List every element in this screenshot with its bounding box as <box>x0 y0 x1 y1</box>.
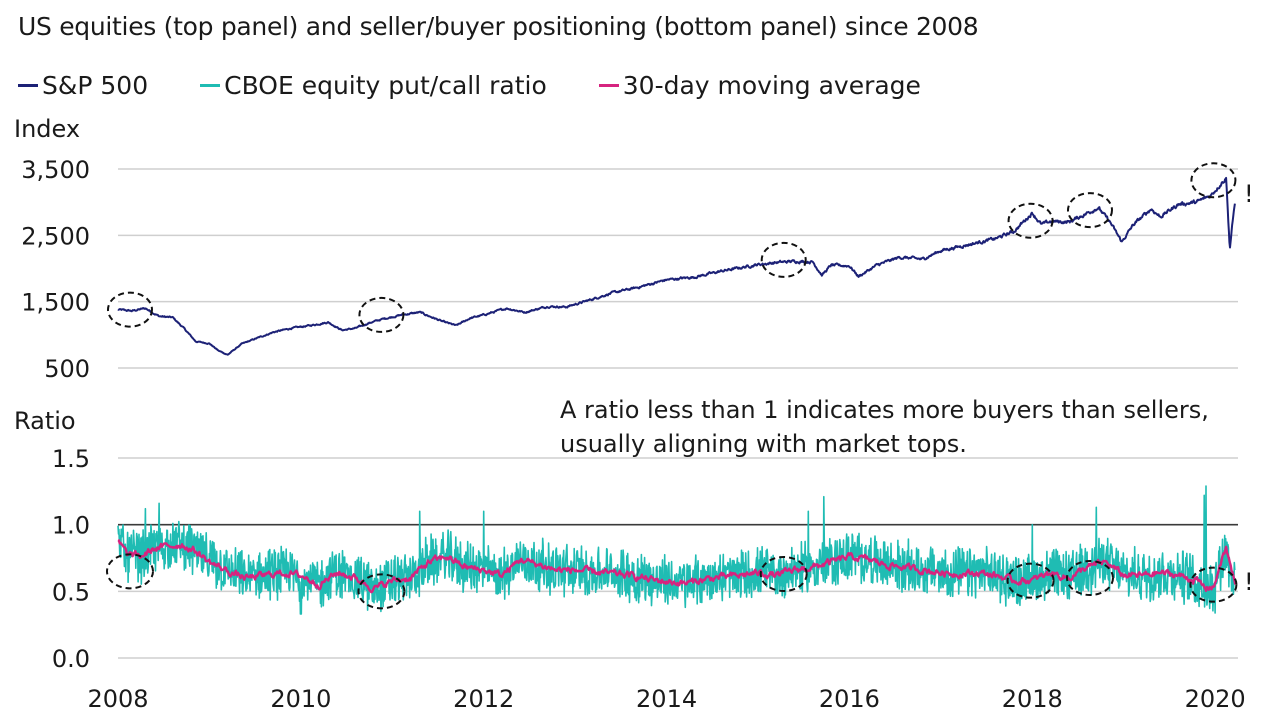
top-panel-gridlines <box>118 168 1238 369</box>
legend-label-putcall: CBOE equity put/call ratio <box>224 70 547 100</box>
legend-item-putcall: CBOE equity put/call ratio <box>200 71 547 100</box>
x-tick-label-2018: 2018 <box>1002 685 1063 713</box>
x-tick-label-2010: 2010 <box>270 685 331 713</box>
top-y-tick-label: 3,500 <box>21 156 90 184</box>
top-highlight-ellipse <box>107 291 153 328</box>
chart-title: US equities (top panel) and seller/buyer… <box>18 12 979 41</box>
top-highlight-ellipse <box>1067 192 1113 229</box>
legend-swatch-moving-average <box>598 83 619 87</box>
legend: S&P 500 CBOE equity put/call ratio 30-da… <box>18 68 973 102</box>
x-axis-tick-labels: 2008 2010 2012 2014 2016 2018 2020 <box>87 685 1245 713</box>
top-panel-y-axis-title: Index <box>14 115 80 143</box>
annotation-line-2: usually aligning with market tops. <box>560 430 967 458</box>
top-highlight-ellipse <box>358 296 405 333</box>
legend-item-sp500: S&P 500 <box>18 71 148 100</box>
bottom-highlight-ellipse <box>106 553 154 590</box>
top-highlight-ellipse <box>1190 162 1237 199</box>
x-tick-label-2008: 2008 <box>87 685 148 713</box>
legend-swatch-sp500 <box>18 83 38 87</box>
x-tick-label-2012: 2012 <box>453 685 514 713</box>
series-putcall-line <box>117 485 1236 615</box>
x-tick-label-2020: 2020 <box>1185 685 1246 713</box>
x-tick-label-2014: 2014 <box>636 685 697 713</box>
legend-swatch-putcall <box>200 83 221 87</box>
legend-label-sp500: S&P 500 <box>42 70 149 100</box>
series-layer <box>117 176 1237 615</box>
bottom-panel-y-axis-title: Ratio <box>14 407 76 435</box>
legend-item-moving-average: 30-day moving average <box>598 70 921 100</box>
legend-label-moving-average: 30-day moving average <box>622 70 921 100</box>
bottom-highlight-ellipse <box>1066 560 1114 596</box>
annotation-line-1: A ratio less than 1 indicates more buyer… <box>560 396 1209 424</box>
top-panel-exclamation-mark: ! <box>1244 180 1254 208</box>
bottom-highlight-ellipse <box>1006 562 1055 599</box>
series-moving-average-line <box>117 539 1237 594</box>
top-panel-y-tick-labels: 500 1,500 2,500 3,500 <box>21 156 90 383</box>
highlight-markers <box>106 162 1238 610</box>
series-sp500-line <box>117 176 1236 356</box>
bottom-y-tick-label: 0.0 <box>52 645 90 673</box>
x-tick-label-2016: 2016 <box>819 685 880 713</box>
bottom-panel-y-tick-labels: 0.0 0.5 1.0 1.5 <box>52 445 90 673</box>
top-highlight-ellipse <box>760 241 807 278</box>
bottom-y-tick-label: 1.0 <box>52 512 90 540</box>
top-y-tick-label: 500 <box>44 355 90 383</box>
bottom-panel-exclamation-mark: ! <box>1244 568 1254 596</box>
bottom-highlight-ellipse <box>1189 566 1238 603</box>
top-y-tick-label: 2,500 <box>21 222 90 250</box>
top-highlight-ellipse <box>1007 202 1054 239</box>
bottom-y-tick-label: 1.5 <box>52 445 90 473</box>
bottom-y-tick-label: 0.5 <box>52 578 90 606</box>
bottom-highlight-ellipse <box>357 573 406 610</box>
bottom-highlight-ellipse <box>759 556 808 592</box>
top-y-tick-label: 1,500 <box>21 289 90 317</box>
